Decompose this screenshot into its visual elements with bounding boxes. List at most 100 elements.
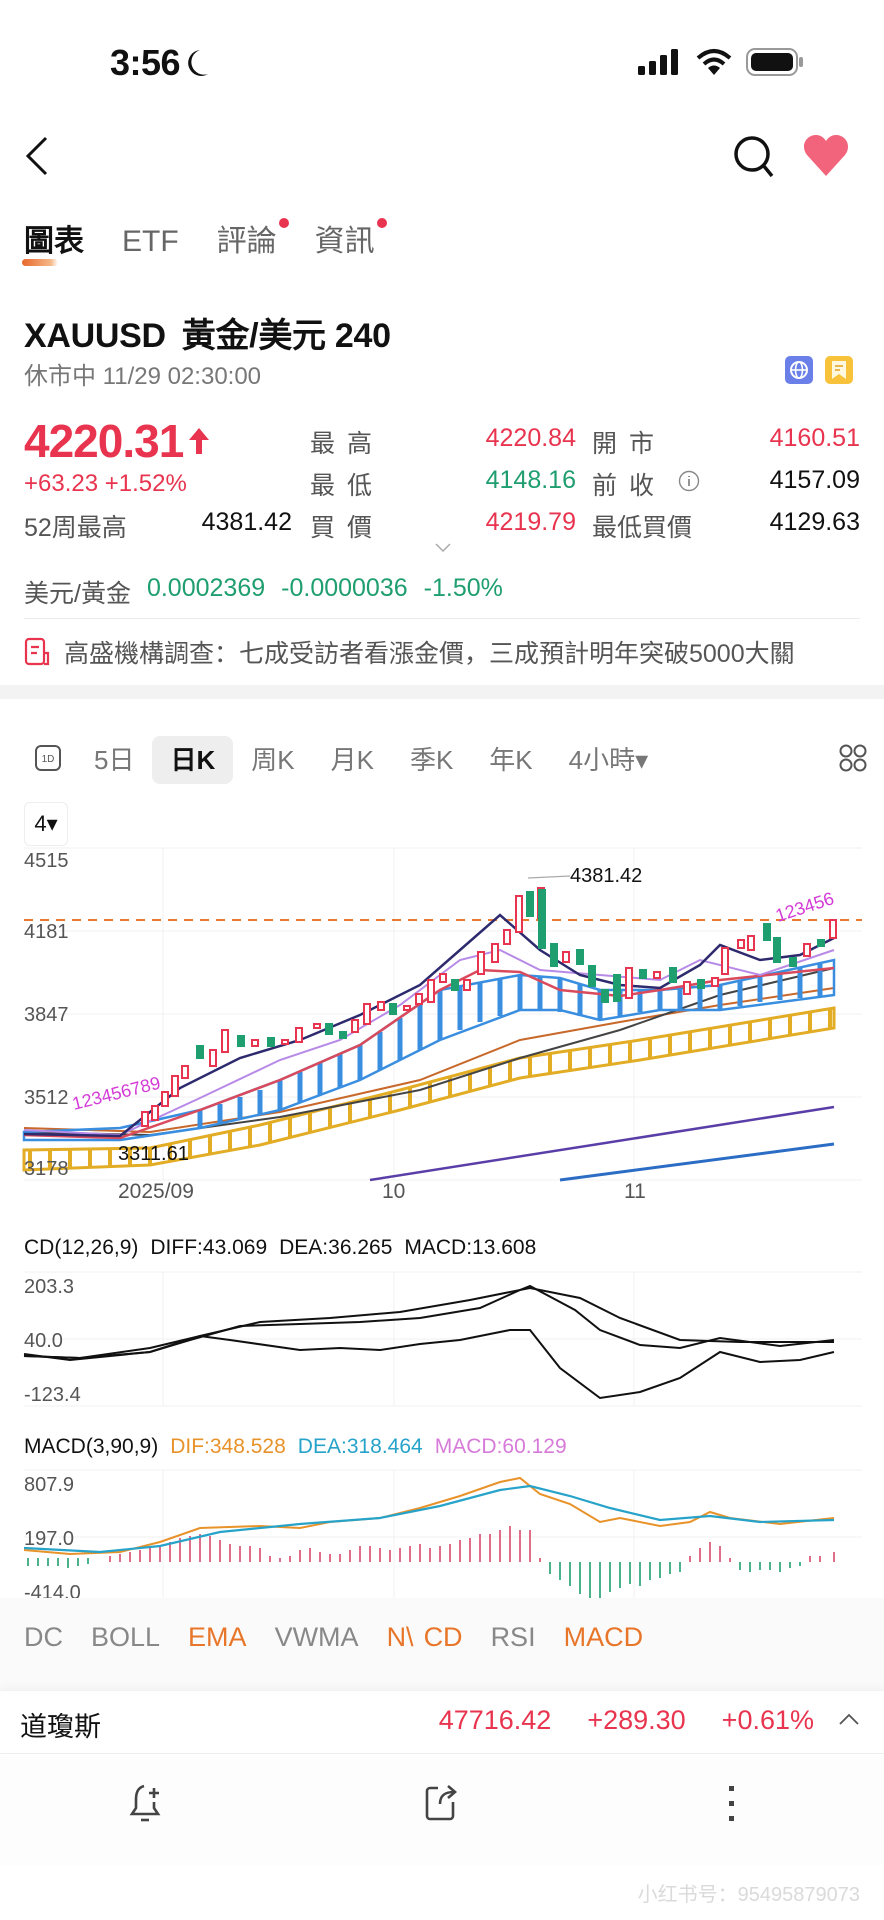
news-icon [24, 637, 50, 666]
indicator-n[interactable]: N\ [386, 1622, 414, 1652]
search-icon [734, 136, 774, 178]
week52-high-label: 52周最高 [24, 514, 127, 542]
stat-label-low-bid: 最低買價 [592, 514, 693, 542]
tab-comments[interactable]: 評論 [217, 218, 289, 262]
arrow-up-icon [189, 428, 210, 454]
indicator-boll[interactable]: BOLL [91, 1622, 161, 1652]
share-button[interactable] [424, 1782, 460, 1829]
status-icons [638, 48, 804, 76]
period-4h-dropdown[interactable]: 4小時▾ [568, 745, 649, 775]
battery-icon [746, 48, 803, 76]
y-tick: 203.3 [24, 1276, 75, 1298]
y-tick: 3847 [24, 1004, 69, 1026]
y-tick: 197.0 [24, 1528, 75, 1550]
stat-value-prev-close: 4157.09 [769, 466, 860, 494]
y-tick: 3178 [24, 1158, 69, 1180]
stat-value-low: 4148.16 [485, 466, 576, 494]
x-tick: 11 [624, 1180, 646, 1203]
grid-button[interactable] [838, 743, 868, 778]
stat-value-bid: 4219.79 [485, 508, 576, 536]
indicator-macd[interactable]: MACD [563, 1622, 644, 1652]
bookmark-badge[interactable] [825, 356, 853, 384]
bookmark-icon [832, 361, 846, 379]
stat-label-open: 開市 [592, 430, 667, 458]
indicator-tabs: DC BOLL EMA VWMA N\ CD RSI MACD [24, 1622, 643, 1653]
instrument-name: 黃金/美元 240 [181, 317, 391, 355]
indicator-cd[interactable]: CD [423, 1622, 463, 1652]
macd1-header: CD(12,26,9) DIFF:43.069 DEA:36.265 MACD:… [24, 1236, 537, 1259]
indicator-ema[interactable]: EMA [188, 1622, 247, 1652]
symbol: XAUUSD [24, 317, 166, 355]
alert-button[interactable] [128, 1782, 166, 1829]
y-tick: 40.0 [24, 1330, 63, 1352]
macd2-chart[interactable] [0, 1468, 884, 1608]
globe-badge[interactable] [785, 356, 813, 384]
page-title: XAUUSD 黃金/美元 240 [24, 308, 407, 357]
stat-value-low-bid: 4129.63 [769, 508, 860, 536]
stat-label-high: 最高 [310, 430, 385, 458]
bell-plus-icon [129, 1784, 161, 1822]
status-time: 3:56 [110, 42, 210, 84]
bottom-toolbar [0, 1755, 884, 1865]
svg-text:1D: 1D [42, 754, 55, 765]
count-dropdown[interactable]: 4▾ [24, 802, 68, 846]
info-icon[interactable] [678, 470, 700, 492]
stat-value-open: 4160.51 [769, 424, 860, 452]
period-5d[interactable]: 5日 [94, 745, 135, 775]
period-weekly[interactable]: 周K [251, 745, 295, 775]
tab-etf[interactable]: ETF [122, 225, 179, 258]
more-button[interactable] [726, 1784, 738, 1829]
moon-icon [188, 50, 209, 76]
chevron-down-icon[interactable] [434, 542, 452, 554]
back-button[interactable] [22, 134, 62, 180]
td-sequence-1: 123456789 [70, 1073, 162, 1114]
grid-icon [839, 744, 867, 771]
stat-label-low: 最低 [310, 472, 385, 500]
chevron-up-icon[interactable] [838, 1712, 860, 1726]
globe-icon [790, 361, 808, 379]
indicator-rsi[interactable]: RSI [490, 1622, 536, 1652]
signal-icon [638, 49, 678, 75]
ticker-bar[interactable] [0, 1690, 884, 1754]
stat-label-prev-close: 前收 [592, 472, 667, 500]
tab-chart[interactable]: 圖表 [22, 222, 84, 266]
macd1-chart[interactable] [0, 1270, 884, 1410]
y-tick: 4181 [24, 921, 69, 943]
period-1d[interactable]: 1D [24, 744, 76, 777]
y-tick: 3512 [24, 1087, 69, 1109]
heart-icon [803, 135, 849, 176]
candlestick-chart[interactable]: 4381.42 3311.61 123456789 123456 [0, 845, 884, 1185]
market-status: 休市中 11/29 02:30:00 [24, 363, 262, 390]
notification-dot [376, 218, 387, 228]
section-separator [0, 685, 884, 699]
indicator-vwma[interactable]: VWMA [274, 1622, 359, 1652]
wifi-icon [696, 49, 732, 75]
y-tick: 807.9 [24, 1474, 75, 1496]
divider [24, 618, 860, 619]
period-tabs: 1D 5日 日K 周K 月K 季K 年K 4小時▾ [24, 736, 868, 784]
search-button[interactable] [732, 134, 776, 180]
x-tick: 10 [382, 1180, 406, 1203]
watermark: 小红书号：95495879073 [637, 1884, 860, 1906]
favorite-button[interactable] [802, 134, 850, 180]
usd-gold-row: 美元/黃金 0.0002369 -0.0000036 -1.50% [24, 574, 503, 608]
x-tick: 2025/09 [118, 1180, 194, 1203]
indicator-dc[interactable]: DC [24, 1622, 63, 1652]
period-quarterly[interactable]: 季K [409, 745, 454, 775]
tab-news[interactable]: 資訊 [315, 218, 387, 262]
notification-dot [278, 218, 289, 228]
period-daily[interactable]: 日K [152, 736, 234, 784]
news-headline[interactable]: 高盛機構調查：七成受訪者看漲金價，三成預計明年突破5000大關 [24, 634, 795, 670]
ticker-name: 道瓊斯 [20, 1712, 101, 1742]
price-change: +63.23 +1.52% [24, 470, 187, 497]
stat-label-bid: 買價 [310, 514, 385, 542]
week52-high-value: 4381.42 [201, 508, 292, 536]
period-yearly[interactable]: 年K [489, 745, 533, 775]
high-annotation: 4381.42 [570, 865, 642, 887]
y-tick: 4515 [24, 850, 69, 872]
current-price: 4220.31 [24, 414, 211, 468]
more-icon [729, 1786, 734, 1821]
stat-value-high: 4220.84 [485, 424, 576, 452]
period-monthly[interactable]: 月K [330, 745, 374, 775]
1d-icon: 1D [35, 744, 61, 771]
